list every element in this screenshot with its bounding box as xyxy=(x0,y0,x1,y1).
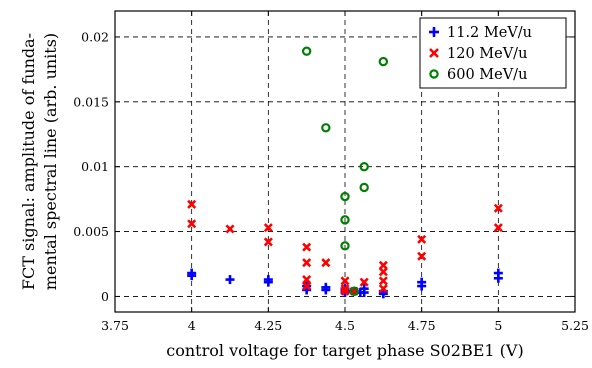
point-600-mev-u xyxy=(340,241,350,251)
point-11-2-mev-u xyxy=(493,273,503,283)
y-tick-label: 0.005 xyxy=(73,224,109,239)
legend-box xyxy=(419,17,567,89)
point-600-mev-u xyxy=(301,46,312,56)
point-600-mev-u xyxy=(349,286,359,296)
x-axis-label: control voltage for target phase S02BE1 … xyxy=(166,341,523,360)
point-120-mev-u xyxy=(359,277,369,287)
point-600-mev-u xyxy=(340,215,350,225)
legend-marker-600-mev-u xyxy=(429,69,439,79)
x-tick-label: 3.75 xyxy=(101,318,129,333)
x-tick-label: 4.25 xyxy=(254,318,282,333)
x-tick-label: 5.25 xyxy=(561,318,589,333)
point-120-mev-u xyxy=(417,251,427,261)
point-600-mev-u xyxy=(359,161,369,172)
point-120-mev-u xyxy=(263,223,273,233)
legend-marker-120-mev-u xyxy=(429,48,439,58)
legend-label-11-2-mev-u: 11.2 MeV/u xyxy=(447,25,532,41)
point-11-2-mev-u xyxy=(417,281,427,291)
point-120-mev-u xyxy=(340,276,350,286)
y-tick-label: 0 xyxy=(101,289,109,304)
legend-label-600-mev-u: 600 MeV/u xyxy=(447,67,527,83)
y-axis-label-line-1: FCT signal: amplitude of funda- xyxy=(19,33,38,290)
y-axis-label-line-2: mental spectral line (arb. units) xyxy=(41,33,60,290)
point-11-2-mev-u xyxy=(359,288,369,298)
point-11-2-mev-u xyxy=(321,285,331,295)
point-600-mev-u xyxy=(340,191,350,202)
point-120-mev-u xyxy=(378,284,388,294)
point-120-mev-u xyxy=(340,284,350,294)
point-120-mev-u xyxy=(493,203,503,213)
point-11-2-mev-u xyxy=(225,275,235,285)
point-11-2-mev-u xyxy=(187,271,197,281)
y-tick-label: 0.01 xyxy=(81,159,109,174)
point-600-mev-u xyxy=(378,56,389,67)
point-120-mev-u xyxy=(302,242,312,252)
point-120-mev-u xyxy=(302,258,312,268)
point-120-mev-u xyxy=(225,224,235,234)
point-120-mev-u xyxy=(493,223,503,233)
point-11-2-mev-u xyxy=(263,277,273,287)
point-11-2-mev-u xyxy=(378,289,388,299)
point-120-mev-u xyxy=(378,276,388,286)
y-tick-label: 0.02 xyxy=(81,29,109,44)
point-600-mev-u xyxy=(321,123,331,133)
point-120-mev-u xyxy=(187,199,197,209)
legend-label-120-mev-u: 120 MeV/u xyxy=(447,46,527,62)
x-tick-label: 4.5 xyxy=(335,318,355,333)
point-120-mev-u xyxy=(321,258,331,268)
point-120-mev-u xyxy=(302,281,312,291)
x-tick-label: 4.75 xyxy=(408,318,436,333)
y-tick-label: 0.015 xyxy=(73,94,109,109)
y-axis-ticks: 0 0.005 0.01 0.015 0.02 xyxy=(73,29,575,304)
legend-marker-11-2-mev-u xyxy=(429,27,439,37)
x-tick-label: 4 xyxy=(188,318,196,333)
point-120-mev-u xyxy=(340,286,350,296)
data-points xyxy=(187,46,503,299)
point-120-mev-u xyxy=(378,267,388,277)
point-120-mev-u xyxy=(263,237,273,247)
legend: 11.2 MeV/u 120 MeV/u 600 MeV/u xyxy=(419,17,567,89)
point-120-mev-u xyxy=(187,219,197,229)
x-tick-label: 5 xyxy=(494,318,502,333)
point-600-mev-u xyxy=(359,182,369,193)
plot-frame xyxy=(114,10,576,313)
point-120-mev-u xyxy=(417,234,427,244)
